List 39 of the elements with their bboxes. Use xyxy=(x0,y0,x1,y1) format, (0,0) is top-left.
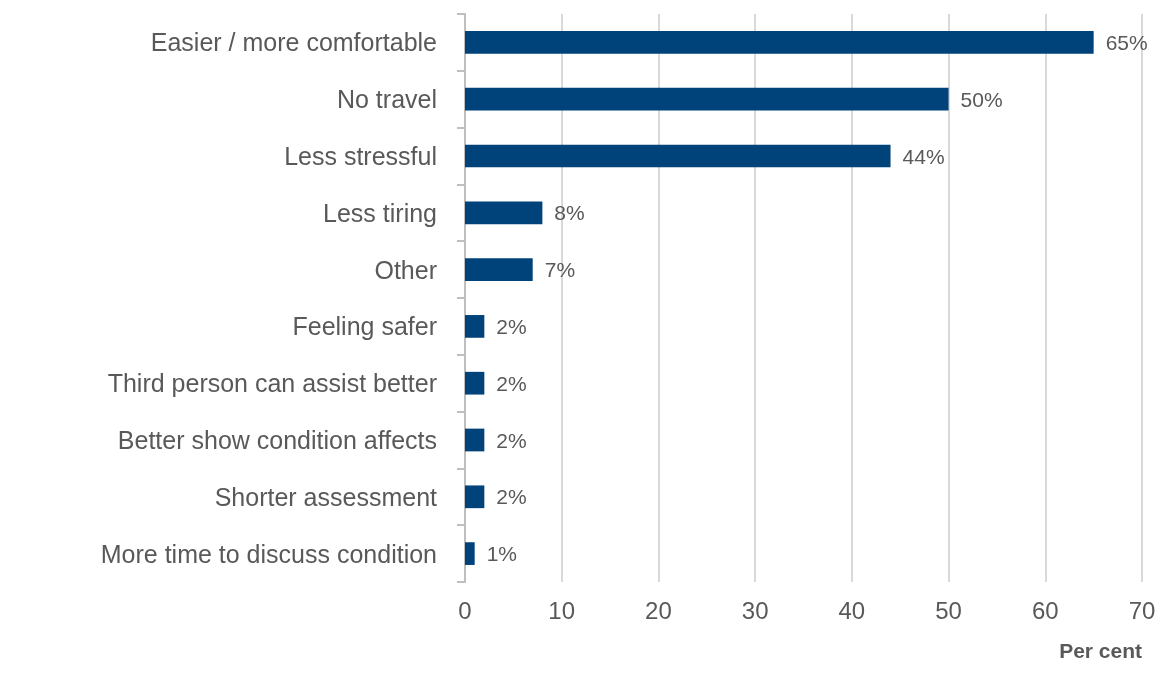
data-label: 2% xyxy=(496,428,527,452)
y-tick-label: Shorter assessment xyxy=(214,482,438,511)
data-label: 2% xyxy=(496,314,527,338)
x-tick-label: 30 xyxy=(741,596,769,624)
data-label: 50% xyxy=(960,87,1003,111)
data-label: 8% xyxy=(554,201,585,225)
data-label: 1% xyxy=(486,542,518,566)
data-label: 7% xyxy=(544,258,576,282)
bar xyxy=(465,315,485,338)
y-tick-label: Other xyxy=(374,255,437,284)
bar xyxy=(465,201,543,225)
data-label: 2% xyxy=(496,485,527,509)
x-axis-title: Per cent xyxy=(1059,639,1142,662)
x-tick-label: 50 xyxy=(935,596,962,624)
bar xyxy=(465,485,485,509)
x-tick-label: 70 xyxy=(1128,596,1156,624)
bar xyxy=(465,258,533,281)
bar xyxy=(465,144,891,168)
data-label: 65% xyxy=(1105,30,1148,54)
y-tick-label: Easier / more comfortable xyxy=(150,28,437,57)
x-tick-label: 60 xyxy=(1031,596,1059,624)
x-tick-label: 10 xyxy=(548,596,576,624)
x-tick-label: 40 xyxy=(838,596,866,624)
y-tick-label: More time to discuss condition xyxy=(100,539,437,568)
bar xyxy=(465,31,1094,54)
y-tick-label: No travel xyxy=(336,85,437,114)
x-tick-label: 20 xyxy=(645,596,672,624)
y-tick-label: Less tiring xyxy=(323,198,437,227)
bar xyxy=(465,428,485,452)
bar xyxy=(465,542,475,565)
bar xyxy=(465,87,949,111)
x-tick-label: 0 xyxy=(458,596,472,624)
y-tick-label: Feeling safer xyxy=(292,312,437,341)
data-label: 44% xyxy=(902,144,945,168)
data-label: 2% xyxy=(496,371,527,395)
bar xyxy=(465,371,485,395)
y-tick-label: Third person can assist better xyxy=(107,369,437,398)
y-tick-label: Less stressful xyxy=(284,142,437,170)
y-tick-label: Better show condition affects xyxy=(117,426,437,454)
